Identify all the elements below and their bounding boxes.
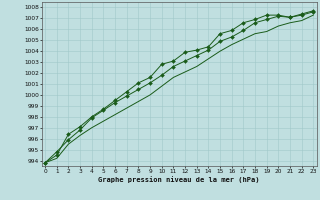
X-axis label: Graphe pression niveau de la mer (hPa): Graphe pression niveau de la mer (hPa): [99, 176, 260, 183]
